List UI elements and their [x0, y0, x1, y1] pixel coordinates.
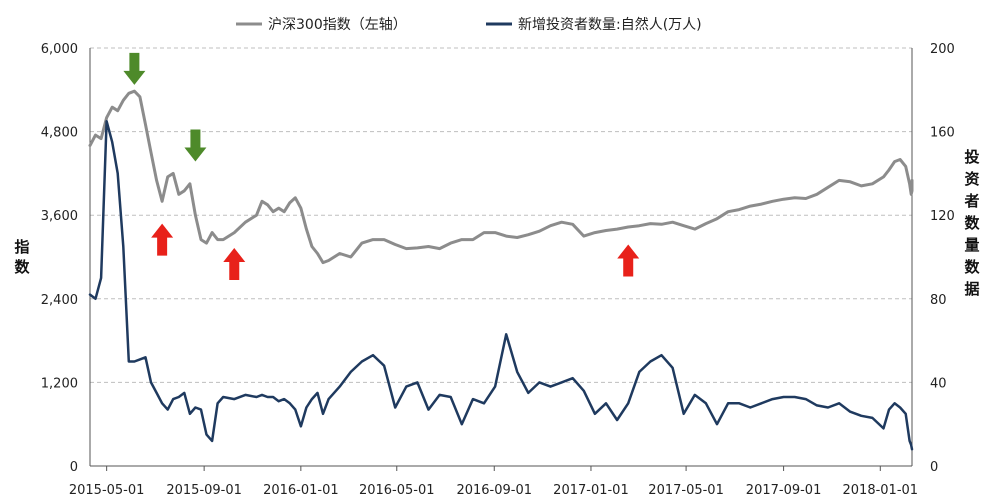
x-tick-label: 2017-05-01 [648, 483, 724, 498]
grid [90, 47, 912, 383]
right-tick-label: 200 [930, 42, 955, 57]
x-tick-label: 2015-09-01 [166, 483, 242, 498]
left-tick-label: 4,800 [41, 126, 78, 141]
legend-label: 新增投资者数量:自然人(万人) [518, 16, 702, 33]
x-tick-label: 2017-01-01 [553, 483, 629, 498]
arrow-up-icon [151, 223, 174, 256]
x-tick-label: 2016-01-01 [263, 483, 339, 498]
left-tick-label: 1,200 [41, 376, 78, 391]
x-tick-label: 2018-01-01 [843, 483, 919, 498]
left-axis-title-char: 指 [14, 238, 29, 256]
right-tick-label: 0 [930, 460, 938, 475]
series [88, 89, 914, 451]
arrow-down-icon [123, 52, 146, 85]
arrow-up-icon [223, 247, 246, 280]
legend: 沪深300指数（左轴） 新增投资者数量:自然人(万人) [236, 16, 702, 33]
x-tick-label: 2016-05-01 [359, 483, 435, 498]
x-tick-label: 2015-05-01 [69, 483, 145, 498]
right-tick-label: 40 [930, 376, 947, 391]
right-axis-title-char: 资 [964, 170, 979, 188]
left-axis-title-char: 数 [14, 258, 30, 276]
left-tick-label: 3,600 [41, 209, 78, 224]
annotations [123, 52, 640, 280]
new-investors-line [88, 119, 914, 451]
right-axis-title-char: 数 [964, 258, 980, 276]
right-tick-label: 120 [930, 209, 955, 224]
right-axis-title-char: 量 [964, 236, 979, 254]
x-tick-label: 2017-09-01 [746, 483, 822, 498]
right-axis-title-char: 者 [964, 192, 979, 210]
left-tick-label: 2,400 [41, 293, 78, 308]
right-axis-title-char: 数 [964, 214, 980, 232]
arrow-up-icon [617, 244, 640, 277]
x-tick-label: 2016-09-01 [456, 483, 532, 498]
arrow-down-icon [184, 129, 207, 162]
csi300-index-line [88, 89, 914, 265]
axes: 6,000 4,800 3,600 2,400 1,200 0 200 160 120 80 40 0… [14, 42, 980, 498]
legend-label: 沪深300指数（左轴） [268, 17, 407, 33]
right-axis-title-char: 据 [964, 280, 979, 298]
right-axis-title-char: 投 [964, 148, 979, 166]
right-tick-label: 80 [930, 293, 947, 308]
right-tick-label: 160 [930, 126, 955, 141]
left-tick-label: 0 [70, 460, 78, 475]
left-tick-label: 6,000 [41, 42, 78, 57]
